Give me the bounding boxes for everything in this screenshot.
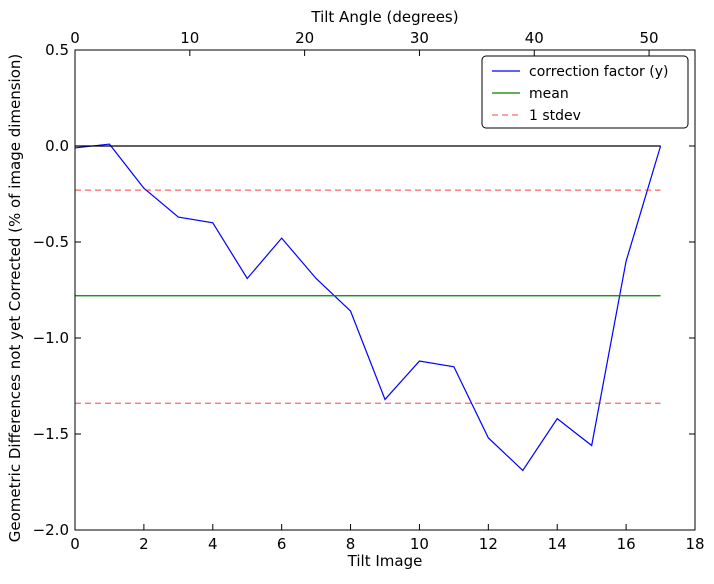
y-tick-label: −0.5	[33, 233, 69, 251]
ticks-layer: 0 2 4 6 8 10 12 14 16 18 0 10 20 30 40 50 0.5 0.0 −0.5 −1.0…	[33, 29, 705, 553]
x-tick-label: 6	[277, 535, 287, 553]
y-tick-label: 0.0	[45, 137, 69, 155]
series-line-0	[74, 143, 662, 472]
legend-label: mean	[529, 86, 569, 102]
top-tick-label: 0	[70, 29, 80, 47]
x-tick-label: 12	[479, 535, 498, 553]
top-tick-label: 10	[180, 29, 199, 47]
plot-frame	[74, 49, 696, 531]
legend-label: 1 stdev	[529, 108, 581, 124]
x-tick-label: 2	[139, 535, 149, 553]
x-tick-label: 10	[410, 535, 429, 553]
y-tick-label: −1.5	[33, 425, 69, 443]
y-tick-label: 0.5	[45, 41, 69, 59]
top-tick-label: 40	[525, 29, 544, 47]
y-axis-title: Geometric Differences not yet Corrected …	[6, 54, 24, 543]
top-tick-label: 50	[640, 29, 659, 47]
top-tick-label: 20	[295, 29, 314, 47]
top-axis-title: Tilt Angle (degrees)	[310, 8, 458, 26]
legend-box	[481, 55, 689, 129]
x-axis-title: Tilt Image	[347, 552, 423, 570]
top-tick-label: 30	[410, 29, 429, 47]
x-tick-label: 14	[548, 535, 567, 553]
x-tick-label: 18	[685, 535, 704, 553]
x-tick-label: 0	[70, 535, 80, 553]
x-tick-label: 16	[617, 535, 636, 553]
x-tick-label: 8	[346, 535, 356, 553]
legend: correction factor (y) mean 1 stdev	[481, 55, 689, 129]
y-tick-label: −2.0	[33, 521, 69, 539]
y-tick-label: −1.0	[33, 329, 69, 347]
legend-label: correction factor (y)	[529, 64, 668, 80]
series-layer	[74, 143, 662, 472]
x-tick-label: 4	[208, 535, 218, 553]
